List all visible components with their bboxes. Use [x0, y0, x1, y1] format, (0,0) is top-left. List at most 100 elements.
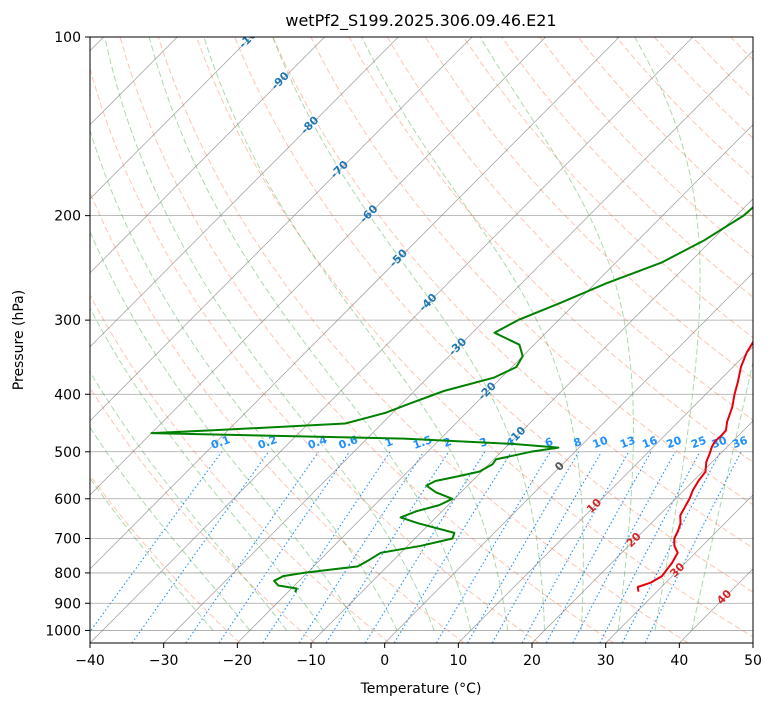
- mixing-ratio-label: 16: [640, 434, 659, 452]
- dry-adiabat: [348, 37, 753, 463]
- isotherm-label: -70: [328, 158, 351, 181]
- isotherm-line: [237, 124, 753, 643]
- moist-adiabat: [90, 426, 251, 631]
- moist-adiabat: [104, 37, 435, 631]
- isotherm-line: [90, 37, 399, 348]
- mixing-ratio-label: 30: [710, 434, 729, 452]
- moist-adiabat: [90, 370, 288, 631]
- y-axis-label: Pressure (hPa): [11, 290, 27, 390]
- x-tick-label: −20: [223, 653, 253, 669]
- dry-adiabat: [653, 37, 753, 139]
- mixing-ratio-label: 20: [665, 434, 684, 452]
- dry-adiabat: [310, 37, 753, 506]
- mixing-ratio-line: [521, 451, 630, 643]
- isotherm-line: [752, 642, 753, 643]
- x-tick-label: 10: [449, 653, 467, 669]
- y-tick-label: 500: [54, 445, 81, 461]
- dry-adiabat: [692, 37, 753, 100]
- dry-adiabat: [272, 37, 753, 549]
- mixing-ratio-label: 25: [689, 434, 708, 451]
- x-tick-label: 50: [744, 653, 762, 669]
- isotherm-line: [458, 346, 753, 643]
- mixing-ratio-label: 10: [591, 434, 610, 452]
- y-tick-label: 200: [54, 209, 81, 225]
- x-axis-label: Temperature (°C): [360, 681, 482, 697]
- isotherm-line: [90, 37, 473, 422]
- isotherm-label: 0: [552, 459, 567, 474]
- mixing-ratio-line: [218, 451, 350, 643]
- moist-adiabat: [634, 37, 701, 631]
- mixing-ratio-line: [90, 451, 223, 633]
- plot-frame: [89, 36, 754, 644]
- isotherm-line: [90, 37, 546, 496]
- isotherm-line: [384, 272, 753, 643]
- mixing-ratio-line: [262, 451, 391, 643]
- y-tick-label: 600: [54, 492, 81, 508]
- mixing-ratio-label: 6: [543, 435, 555, 450]
- y-tick-label: 400: [54, 387, 81, 403]
- isotherm-label: 40: [714, 587, 734, 607]
- y-tick-label: 700: [54, 532, 81, 548]
- dewpoint-profile: [150, 205, 753, 593]
- moist-adiabat: [203, 37, 509, 631]
- dry-adiabat: [501, 37, 753, 298]
- dry-adiabat: [463, 37, 753, 339]
- mixing-ratio-label: 1: [383, 435, 395, 450]
- y-tick-label: 300: [54, 313, 81, 329]
- mixing-ratio-line: [325, 451, 450, 643]
- mixing-ratio-label: 2: [442, 435, 454, 450]
- mixing-ratio-line: [298, 451, 425, 643]
- y-tick-label: 900: [54, 596, 81, 612]
- dry-adiabat: [90, 66, 540, 643]
- x-tick-label: 20: [523, 653, 541, 669]
- moist-adiabat: [691, 359, 753, 631]
- isotherm-line: [90, 37, 620, 570]
- isotherm-label: -90: [269, 69, 292, 92]
- mixing-ratio-line: [435, 451, 551, 643]
- mixing-ratio-label: 1.5: [411, 433, 434, 452]
- isotherm-label: -60: [357, 202, 380, 225]
- mixing-ratio-label: 0.2: [256, 433, 279, 452]
- dry-adiabat: [90, 474, 241, 643]
- dry-adiabat: [90, 386, 316, 643]
- mixing-ratio-line: [572, 451, 676, 643]
- y-tick-label: 100: [54, 30, 81, 46]
- isotherm-line: [605, 494, 753, 643]
- mixing-ratio-line: [131, 451, 270, 643]
- mixing-ratio-line: [621, 451, 721, 643]
- dry-adiabat: [90, 293, 390, 643]
- isotherm-label: -80: [298, 113, 321, 136]
- mixing-ratio-label: 8: [572, 435, 584, 450]
- moist-adiabat: [272, 37, 545, 631]
- moist-adiabat: [90, 230, 361, 631]
- isotherm-line: [310, 198, 753, 643]
- x-tick-label: −10: [296, 653, 326, 669]
- moist-adiabat: [90, 128, 398, 631]
- isotherm-line: [679, 568, 753, 643]
- mixing-ratio-label: 0.1: [209, 433, 232, 452]
- mixing-ratio-label: 4: [504, 435, 516, 450]
- x-tick-label: 0: [380, 653, 389, 669]
- dry-adiabat: [119, 37, 614, 643]
- dry-adiabat: [234, 37, 753, 593]
- y-tick-label: 800: [54, 566, 81, 582]
- chart-title: wetPf2_S199.2025.306.09.46.E21: [285, 11, 556, 31]
- dry-adiabat: [769, 37, 775, 643]
- isotherm-line: [163, 50, 753, 643]
- x-tick-label: 30: [597, 653, 615, 669]
- isotherm-label: -30: [446, 335, 469, 358]
- isotherm-label: -40: [416, 291, 439, 314]
- mixing-ratio-line: [545, 451, 652, 643]
- x-tick-label: −30: [149, 653, 179, 669]
- isotherm-line: [90, 37, 325, 274]
- dry-adiabat: [424, 37, 753, 380]
- mixing-ratio-line: [364, 451, 486, 643]
- mixing-ratio-line: [393, 451, 512, 643]
- moist-adiabat: [90, 477, 214, 631]
- moist-adiabat: [361, 37, 584, 631]
- x-tick-label: −40: [75, 653, 105, 669]
- x-tick-label: 40: [670, 653, 688, 669]
- dry-adiabat: [386, 37, 753, 421]
- mixing-ratio-label: 13: [618, 434, 637, 451]
